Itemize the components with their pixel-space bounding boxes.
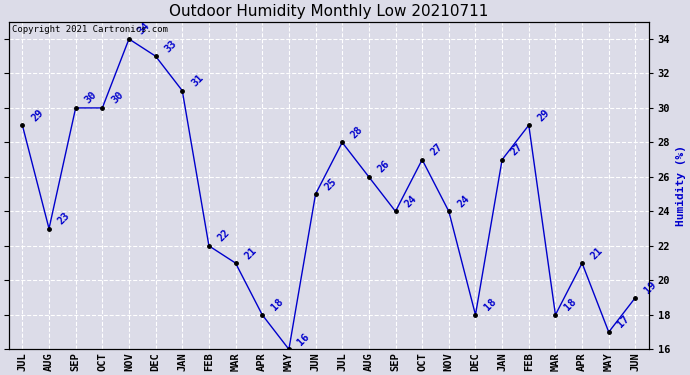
Text: 21: 21: [242, 245, 259, 261]
Text: 18: 18: [562, 297, 578, 313]
Title: Outdoor Humidity Monthly Low 20210711: Outdoor Humidity Monthly Low 20210711: [169, 4, 489, 19]
Text: 24: 24: [402, 193, 418, 209]
Text: 27: 27: [509, 142, 525, 158]
Text: 29: 29: [29, 107, 46, 123]
Text: 31: 31: [189, 73, 205, 88]
Text: 18: 18: [482, 297, 498, 313]
Text: 30: 30: [83, 90, 99, 106]
Y-axis label: Humidity (%): Humidity (%): [676, 145, 686, 226]
Text: 27: 27: [429, 142, 445, 158]
Text: 34: 34: [136, 21, 152, 37]
Text: 16: 16: [296, 331, 312, 347]
Text: 33: 33: [163, 38, 179, 54]
Text: Copyright 2021 Cartronics.com: Copyright 2021 Cartronics.com: [12, 25, 168, 34]
Text: 25: 25: [322, 176, 338, 192]
Text: 23: 23: [56, 210, 72, 226]
Text: 17: 17: [615, 314, 631, 330]
Text: 24: 24: [456, 193, 472, 209]
Text: 26: 26: [376, 159, 392, 175]
Text: 22: 22: [216, 228, 232, 244]
Text: 18: 18: [269, 297, 285, 313]
Text: 28: 28: [349, 124, 365, 140]
Text: 30: 30: [109, 90, 125, 106]
Text: 21: 21: [589, 245, 605, 261]
Text: 29: 29: [535, 107, 551, 123]
Text: 19: 19: [642, 279, 658, 296]
